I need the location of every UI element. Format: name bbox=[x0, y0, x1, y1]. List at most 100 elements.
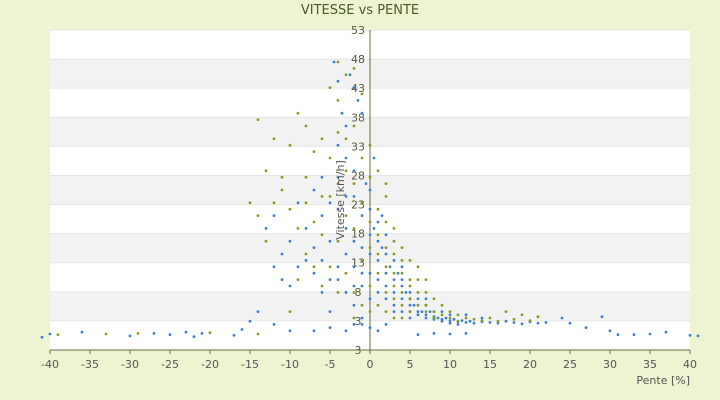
data-point bbox=[352, 227, 356, 230]
data-point bbox=[312, 220, 316, 224]
data-point bbox=[328, 239, 332, 243]
data-point bbox=[432, 297, 436, 301]
data-point bbox=[384, 323, 388, 326]
data-point bbox=[424, 291, 428, 294]
data-point bbox=[424, 316, 428, 320]
data-point bbox=[208, 331, 212, 335]
data-point bbox=[368, 284, 372, 288]
data-points bbox=[40, 60, 700, 339]
data-point bbox=[288, 239, 292, 243]
data-point bbox=[380, 246, 384, 250]
data-point bbox=[272, 323, 276, 326]
data-point bbox=[344, 252, 348, 256]
data-point bbox=[388, 265, 392, 269]
x-tick-label: -15 bbox=[241, 358, 259, 371]
data-point bbox=[288, 310, 292, 313]
data-point bbox=[360, 92, 364, 96]
data-point bbox=[328, 326, 332, 329]
data-point bbox=[40, 335, 44, 339]
data-point bbox=[456, 323, 460, 326]
data-point bbox=[448, 319, 452, 322]
data-point bbox=[392, 284, 396, 288]
data-point bbox=[352, 291, 356, 294]
data-point bbox=[376, 233, 380, 237]
data-point bbox=[280, 278, 284, 281]
y-axis-label: Vitesse [km/h] bbox=[334, 160, 347, 240]
data-point bbox=[400, 310, 404, 313]
data-point bbox=[296, 201, 300, 205]
data-point bbox=[360, 284, 364, 288]
data-point bbox=[400, 278, 404, 281]
data-point bbox=[344, 227, 348, 230]
data-point bbox=[392, 259, 396, 262]
data-point bbox=[512, 321, 516, 324]
data-point bbox=[424, 297, 428, 301]
data-point bbox=[392, 239, 396, 243]
y-tick-label: 3 bbox=[355, 315, 362, 328]
x-tick-label: -35 bbox=[81, 358, 99, 371]
data-point bbox=[288, 329, 292, 333]
data-point bbox=[312, 329, 316, 333]
data-point bbox=[448, 313, 452, 317]
data-point bbox=[376, 303, 380, 307]
data-point bbox=[312, 265, 316, 269]
data-point bbox=[256, 214, 260, 218]
y-tick-label: 48 bbox=[351, 53, 365, 66]
data-point bbox=[280, 175, 284, 179]
data-point bbox=[384, 252, 388, 256]
data-point bbox=[364, 182, 368, 186]
data-point bbox=[408, 303, 412, 307]
data-point bbox=[360, 303, 364, 307]
data-point bbox=[356, 99, 360, 102]
data-point bbox=[328, 201, 332, 205]
chart-title: VITESSE vs PENTE bbox=[301, 3, 419, 18]
data-point bbox=[408, 297, 412, 301]
x-tick-label: -20 bbox=[201, 358, 219, 371]
data-point bbox=[380, 214, 384, 218]
data-point bbox=[352, 124, 356, 128]
data-point bbox=[440, 319, 444, 323]
data-point bbox=[584, 326, 588, 329]
data-point bbox=[352, 303, 356, 307]
data-point bbox=[400, 291, 404, 294]
data-point bbox=[368, 297, 372, 301]
x-tick-labels: -40 -35 -30 -25 -20 -15 -10 -5 0 5 10 15 20 25 30 35 40 bbox=[41, 350, 697, 371]
data-point bbox=[304, 175, 308, 179]
data-point bbox=[304, 124, 308, 128]
data-point bbox=[312, 150, 316, 154]
data-point bbox=[296, 227, 300, 230]
data-point bbox=[392, 310, 396, 313]
data-point bbox=[264, 169, 268, 173]
data-point bbox=[432, 310, 436, 313]
data-point bbox=[272, 265, 276, 269]
data-point bbox=[288, 143, 292, 147]
data-point bbox=[336, 239, 340, 243]
data-point bbox=[304, 201, 308, 205]
data-point bbox=[344, 214, 348, 218]
data-point bbox=[376, 291, 380, 294]
data-point bbox=[400, 284, 404, 288]
data-point bbox=[136, 332, 140, 335]
data-point bbox=[392, 297, 396, 301]
data-point bbox=[320, 175, 324, 179]
data-point bbox=[420, 310, 424, 313]
data-point bbox=[400, 297, 404, 301]
data-point bbox=[280, 188, 284, 192]
x-tick-label: 40 bbox=[683, 358, 697, 371]
data-point bbox=[696, 334, 700, 338]
data-point bbox=[48, 332, 52, 336]
data-point bbox=[400, 259, 404, 262]
data-point bbox=[360, 111, 364, 115]
data-point bbox=[280, 252, 284, 256]
data-point bbox=[632, 333, 636, 336]
y-tick-label: 33 bbox=[351, 140, 365, 153]
data-point bbox=[376, 239, 380, 243]
data-point bbox=[376, 329, 380, 333]
y-tick-label: 28 bbox=[351, 169, 365, 182]
data-point bbox=[264, 227, 268, 230]
data-point bbox=[416, 310, 420, 313]
data-point bbox=[436, 316, 440, 320]
data-point bbox=[404, 291, 408, 294]
data-point bbox=[384, 233, 388, 237]
data-point bbox=[448, 316, 452, 320]
